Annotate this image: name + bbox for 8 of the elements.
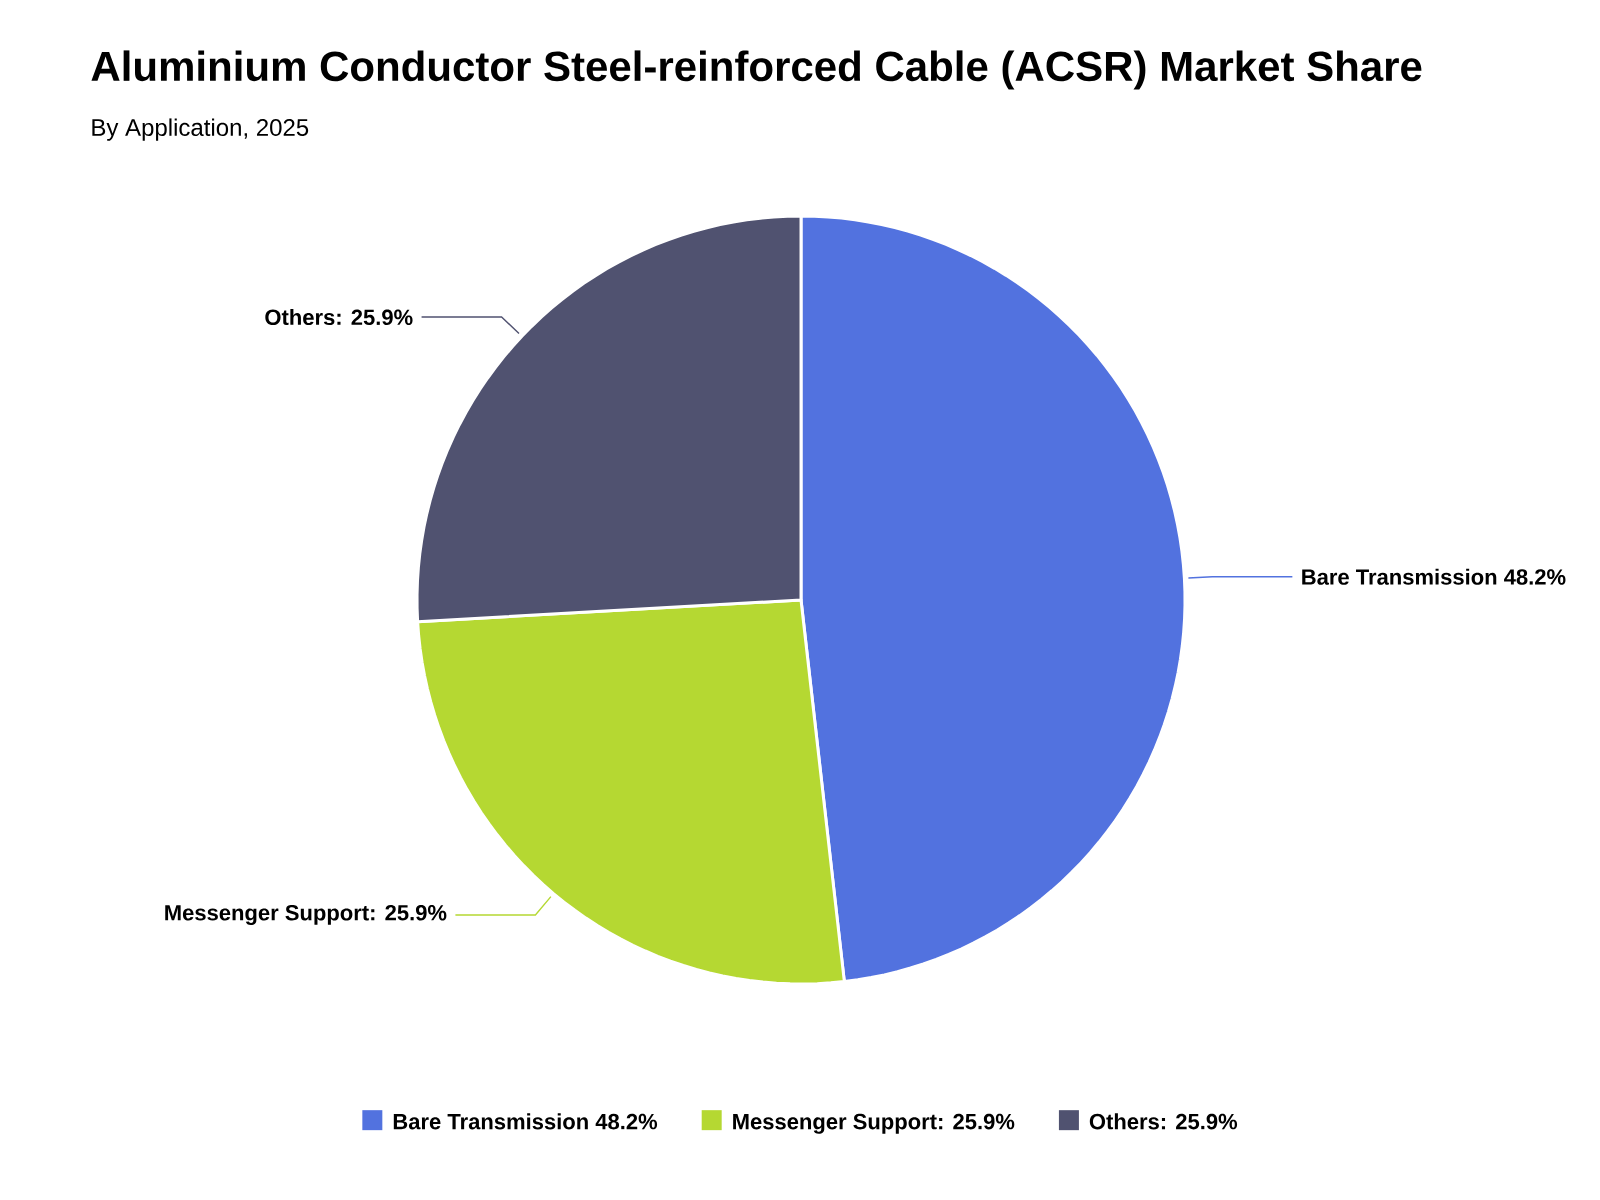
legend-label: Messenger Support: 25.9% — [733, 1113, 1015, 1134]
chart-title: Aluminium Conductor Steel-reinforced Cable (ACSR) Market Share — [91, 50, 1422, 90]
legend-label: Bare Transmission 48.2% — [393, 1113, 658, 1130]
slice-label: Others: 25.9% — [265, 308, 413, 326]
chart-subtitle: By Application, 2025 — [92, 118, 309, 141]
slice-label: Bare Transmission 48.2% — [1302, 568, 1566, 585]
slice-label: Messenger Support: 25.9% — [165, 904, 447, 925]
legend-label: Others: 25.9% — [1089, 1113, 1238, 1130]
